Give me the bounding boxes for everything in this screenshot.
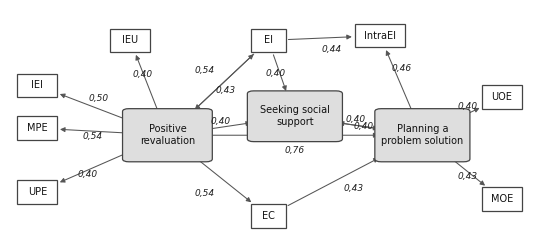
Text: IEU: IEU [122, 35, 138, 45]
Text: 0,40: 0,40 [354, 122, 374, 131]
FancyBboxPatch shape [482, 85, 522, 109]
Text: 0,43: 0,43 [343, 184, 363, 193]
Text: IEI: IEI [31, 80, 43, 91]
Text: 0,54: 0,54 [195, 189, 215, 198]
FancyBboxPatch shape [17, 74, 57, 97]
Text: 0,50: 0,50 [88, 94, 108, 103]
FancyBboxPatch shape [17, 180, 57, 204]
Text: EC: EC [262, 211, 275, 221]
Text: 0,46: 0,46 [391, 64, 411, 73]
Text: IntraEI: IntraEI [364, 31, 396, 41]
Text: 0,40: 0,40 [346, 115, 366, 124]
Text: Planning a
problem solution: Planning a problem solution [381, 124, 463, 146]
Text: UOE: UOE [492, 92, 513, 102]
Text: 0,44: 0,44 [322, 45, 342, 54]
Text: Positive
revaluation: Positive revaluation [140, 124, 195, 146]
FancyBboxPatch shape [17, 116, 57, 140]
Text: 0,76: 0,76 [285, 146, 305, 155]
Text: 0,40: 0,40 [265, 69, 285, 78]
Text: MOE: MOE [491, 194, 513, 204]
FancyBboxPatch shape [375, 109, 470, 162]
FancyBboxPatch shape [251, 204, 286, 228]
FancyBboxPatch shape [482, 187, 522, 211]
Text: 0,40: 0,40 [78, 170, 98, 179]
Text: Seeking social
support: Seeking social support [260, 105, 330, 128]
FancyBboxPatch shape [354, 24, 405, 47]
Text: 0,54: 0,54 [195, 66, 215, 75]
Text: UPE: UPE [28, 187, 47, 197]
Text: 0,40: 0,40 [457, 102, 478, 111]
Text: 0,40: 0,40 [132, 70, 152, 79]
Text: 0,43: 0,43 [457, 172, 478, 181]
FancyBboxPatch shape [122, 109, 212, 162]
Text: 0,40: 0,40 [210, 116, 230, 126]
Text: MPE: MPE [27, 123, 48, 133]
Text: 0,43: 0,43 [216, 86, 236, 95]
FancyBboxPatch shape [247, 91, 343, 142]
FancyBboxPatch shape [251, 29, 286, 52]
FancyBboxPatch shape [111, 29, 150, 52]
Text: EI: EI [264, 35, 273, 45]
Text: 0,54: 0,54 [83, 132, 103, 141]
